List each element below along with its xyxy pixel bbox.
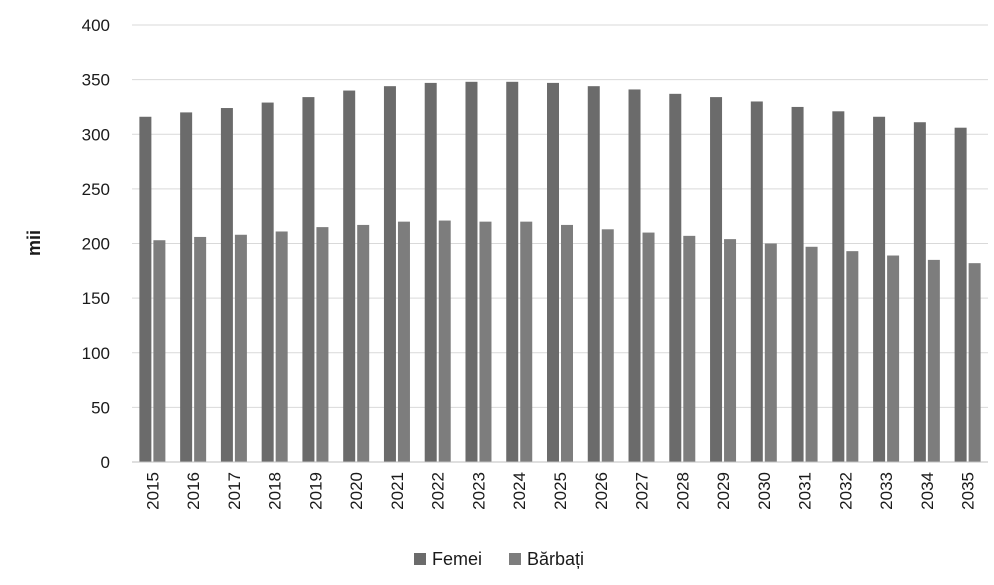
bar-femei bbox=[343, 90, 356, 463]
bar-barbati bbox=[805, 246, 818, 462]
bar-femei bbox=[180, 112, 193, 463]
x-tick-label: 2033 bbox=[877, 472, 896, 510]
y-tick-label: 400 bbox=[82, 16, 110, 35]
x-tick-label: 2019 bbox=[306, 472, 325, 510]
x-tick-label: 2027 bbox=[633, 472, 652, 510]
y-tick-label: 200 bbox=[82, 235, 110, 254]
bar-femei bbox=[587, 86, 600, 463]
bar-barbati bbox=[520, 221, 533, 462]
x-tick-label: 2015 bbox=[143, 472, 162, 510]
bar-femei bbox=[873, 116, 886, 463]
x-tick-label: 2020 bbox=[347, 472, 366, 510]
x-tick-label: 2034 bbox=[918, 472, 937, 510]
bar-femei bbox=[669, 93, 682, 462]
legend-item: Femei bbox=[414, 549, 482, 569]
bar-femei bbox=[465, 81, 478, 462]
legend-swatch bbox=[414, 553, 426, 565]
x-axis-ticks: 2015 2016 2017 2018 2019 2020 2021 2022 2023 2024… bbox=[143, 472, 977, 510]
x-tick-label: 2028 bbox=[673, 472, 692, 510]
y-axis-ticks: 0 50 100 150 200 250 300 350 400 bbox=[82, 16, 110, 472]
bar-femei bbox=[710, 97, 723, 462]
gridlines bbox=[132, 24, 988, 408]
x-tick-label: 2024 bbox=[510, 472, 529, 510]
x-tick-label: 2018 bbox=[266, 472, 285, 510]
bar-femei bbox=[954, 127, 967, 462]
bar-femei bbox=[139, 116, 152, 463]
x-tick-label: 2032 bbox=[836, 472, 855, 510]
bar-barbati bbox=[561, 224, 573, 462]
y-tick-label: 50 bbox=[91, 398, 110, 417]
x-tick-label: 2017 bbox=[225, 472, 244, 510]
y-tick-label: 0 bbox=[101, 453, 110, 472]
bar-barbati bbox=[601, 229, 614, 462]
bar-barbati bbox=[194, 236, 207, 462]
bar-barbati bbox=[316, 227, 329, 462]
bar-barbati bbox=[153, 240, 166, 462]
bar-barbati bbox=[357, 224, 370, 462]
y-tick-label: 100 bbox=[82, 344, 110, 363]
legend: Femei Bărbați bbox=[414, 549, 584, 569]
y-tick-label: 350 bbox=[82, 71, 110, 90]
bar-femei bbox=[424, 82, 437, 462]
bar-barbati bbox=[968, 263, 981, 462]
bar-femei bbox=[220, 108, 233, 462]
x-tick-label: 2016 bbox=[184, 472, 203, 510]
x-tick-label: 2035 bbox=[959, 472, 978, 510]
bar-barbati bbox=[887, 255, 900, 462]
legend-swatch bbox=[509, 553, 521, 565]
bar-femei bbox=[628, 89, 641, 463]
bar-femei bbox=[832, 111, 845, 463]
bars bbox=[139, 81, 981, 463]
bar-barbati bbox=[683, 235, 696, 462]
bar-barbati bbox=[927, 259, 940, 462]
bar-barbati bbox=[479, 221, 492, 462]
y-tick-label: 300 bbox=[82, 125, 110, 144]
bar-femei bbox=[791, 106, 804, 462]
y-tick-label: 150 bbox=[82, 289, 110, 308]
legend-item: Bărbați bbox=[509, 549, 584, 569]
bar-femei bbox=[261, 102, 274, 462]
bar-femei bbox=[750, 101, 763, 462]
legend-label: Femei bbox=[432, 549, 482, 569]
x-tick-label: 2023 bbox=[469, 472, 488, 510]
bar-barbati bbox=[764, 243, 777, 462]
x-tick-label: 2022 bbox=[429, 472, 448, 510]
bar-barbati bbox=[642, 232, 655, 462]
x-tick-label: 2021 bbox=[388, 472, 407, 510]
legend-label: Bărbați bbox=[527, 549, 584, 569]
bar-barbati bbox=[724, 239, 737, 462]
bar-femei bbox=[913, 122, 926, 463]
x-tick-label: 2025 bbox=[551, 472, 570, 510]
x-tick-label: 2031 bbox=[796, 472, 815, 510]
x-tick-label: 2030 bbox=[755, 472, 774, 510]
bar-femei bbox=[506, 81, 519, 462]
x-tick-label: 2026 bbox=[592, 472, 611, 510]
x-tick-label: 2029 bbox=[714, 472, 733, 510]
bar-barbati bbox=[275, 231, 288, 462]
y-tick-label: 250 bbox=[82, 180, 110, 199]
bar-barbati bbox=[438, 220, 451, 462]
y-axis-title: mii bbox=[24, 230, 44, 256]
bar-barbati bbox=[846, 251, 859, 462]
bar-barbati bbox=[234, 234, 247, 462]
bar-femei bbox=[383, 86, 396, 463]
bar-femei bbox=[302, 97, 315, 462]
bar-femei bbox=[547, 82, 559, 462]
bar-barbati bbox=[397, 221, 410, 462]
